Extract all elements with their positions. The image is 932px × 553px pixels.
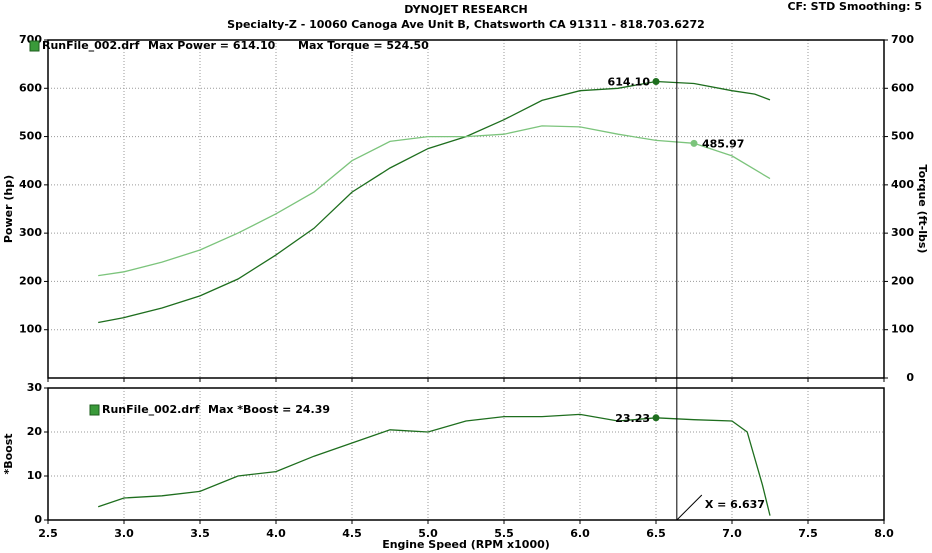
marker-label: 614.10: [608, 75, 651, 88]
settings: CF: STD Smoothing: 5: [787, 0, 922, 13]
x-tick-label: 2.5: [38, 527, 58, 540]
cursor-label: X = 6.637: [705, 498, 765, 511]
plot-area: [48, 388, 884, 520]
plot-frame: [47, 39, 885, 379]
y-tick-label: 0: [34, 513, 42, 526]
x-tick-label: 6.0: [570, 527, 590, 540]
legend-swatch: [89, 404, 100, 416]
y2-tick-label: 200: [891, 274, 914, 287]
x-tick-label: 7.0: [722, 527, 742, 540]
cursor-pointer: [676, 494, 703, 521]
y-tick-label: 20: [27, 425, 43, 438]
marker: [690, 139, 698, 147]
x-tick-label: 3.0: [114, 527, 134, 540]
y-tick-label: 100: [19, 323, 42, 336]
y2-tick-label: 100: [891, 323, 914, 336]
marker: [652, 77, 660, 85]
marker-label: 23.23: [615, 412, 650, 425]
y-tick-label: 600: [19, 81, 42, 94]
x-tick-label: 5.0: [418, 527, 438, 540]
y-tick-label: 500: [19, 130, 42, 143]
x-axis-label: Engine Speed (RPM x1000): [382, 538, 550, 551]
y-tick-label: 300: [19, 226, 42, 239]
legend-swatch: [29, 40, 40, 52]
plot-area: [48, 40, 884, 378]
legend-entry: Max *Boost = 24.39: [208, 403, 330, 416]
y2-tick-label: 400: [891, 178, 914, 191]
x-tick-label: 8.0: [874, 527, 894, 540]
legend-run-file: RunFile_002.drf: [102, 403, 200, 416]
y-tick-label: 10: [27, 469, 43, 482]
y2-tick-label: 0: [906, 371, 914, 384]
y2-tick-label: 500: [891, 130, 914, 143]
title: DYNOJET RESEARCH: [404, 3, 527, 16]
series-line: [97, 413, 771, 516]
series-line: [98, 80, 771, 324]
x-tick-label: 5.5: [494, 527, 514, 540]
y2-tick-label: 300: [891, 226, 914, 239]
x-tick-label: 4.0: [266, 527, 286, 540]
legend-entry: Max Torque = 524.50: [298, 39, 429, 52]
x-tick-label: 3.5: [190, 527, 210, 540]
x-tick-label: 7.5: [798, 527, 818, 540]
series-line: [98, 125, 771, 277]
subtitle: Specialty-Z - 10060 Canoga Ave Unit B, C…: [227, 18, 705, 31]
y2-tick-label: 700: [891, 33, 914, 46]
y-axis-label: *Boost: [2, 433, 15, 474]
y2-tick-label: 600: [891, 81, 914, 94]
marker: [652, 414, 660, 422]
y2-axis-label: Torque (ft-lbs): [916, 165, 929, 254]
y-tick-label: 30: [27, 381, 43, 394]
x-tick-label: 4.5: [342, 527, 362, 540]
x-tick-label: 6.5: [646, 527, 666, 540]
legend-entry: Max Power = 614.10: [148, 39, 276, 52]
y-axis-label: Power (hp): [2, 175, 15, 243]
marker-label: 485.97: [702, 137, 744, 150]
legend-run-file: RunFile_002.drf: [42, 39, 140, 52]
y-tick-label: 400: [19, 178, 42, 191]
y-tick-label: 200: [19, 274, 42, 287]
plot-frame: [47, 387, 885, 521]
